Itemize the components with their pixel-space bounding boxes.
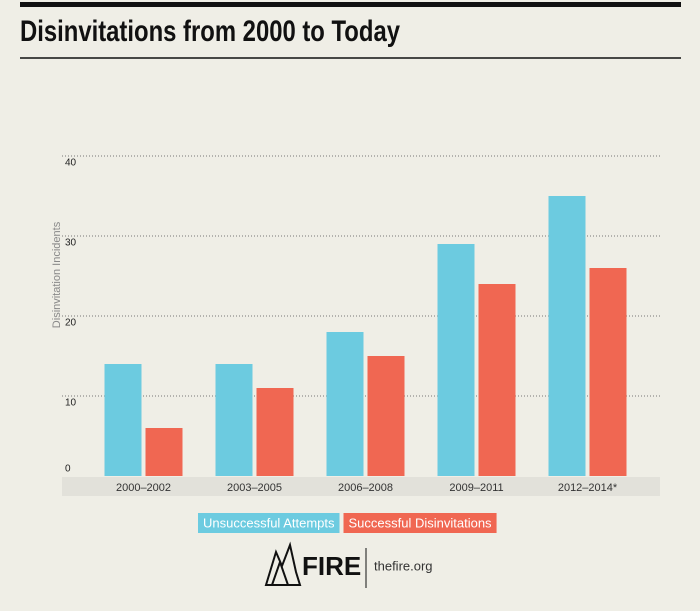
bar xyxy=(589,268,627,476)
y-axis-title: Disinvitation Incidents xyxy=(51,221,63,328)
y-tick-label: 20 xyxy=(65,318,77,329)
y-tick-label: 40 xyxy=(65,158,77,169)
bar xyxy=(104,364,142,476)
footer-logo: FIRE thefire.org xyxy=(264,541,433,588)
bar xyxy=(478,284,516,476)
bar xyxy=(367,356,405,476)
legend-label: Unsuccessful Attempts xyxy=(203,515,335,530)
legend-swatch xyxy=(343,513,497,533)
site-text: thefire.org xyxy=(374,558,433,573)
x-tick-label: 2000–2002 xyxy=(116,482,171,494)
bar xyxy=(437,244,475,476)
x-tick-label: 2006–2008 xyxy=(338,482,393,494)
logo-text: FIRE xyxy=(302,551,361,581)
bar xyxy=(326,332,364,476)
category-band xyxy=(62,477,660,496)
y-tick-label: 10 xyxy=(65,398,77,409)
y-tick-label: 0 xyxy=(65,464,71,475)
legend-label: Successful Disinvitations xyxy=(349,515,493,530)
legend-item: Successful Disinvitations xyxy=(343,513,497,533)
x-tick-label: 2003–2005 xyxy=(227,482,282,494)
bar xyxy=(548,196,586,476)
chart-title: Disinvitations from 2000 to Today xyxy=(20,15,400,48)
top-rule xyxy=(20,2,681,7)
bar xyxy=(145,428,183,476)
y-tick-label: 30 xyxy=(65,238,77,249)
legend-swatch xyxy=(198,513,340,533)
logo-icon xyxy=(264,541,302,586)
x-tick-label: 2009–2011 xyxy=(449,482,503,494)
bar xyxy=(215,364,253,476)
x-tick-label: 2012–2014* xyxy=(558,482,618,494)
bar xyxy=(256,388,294,476)
legend-item: Unsuccessful Attempts xyxy=(198,513,340,533)
